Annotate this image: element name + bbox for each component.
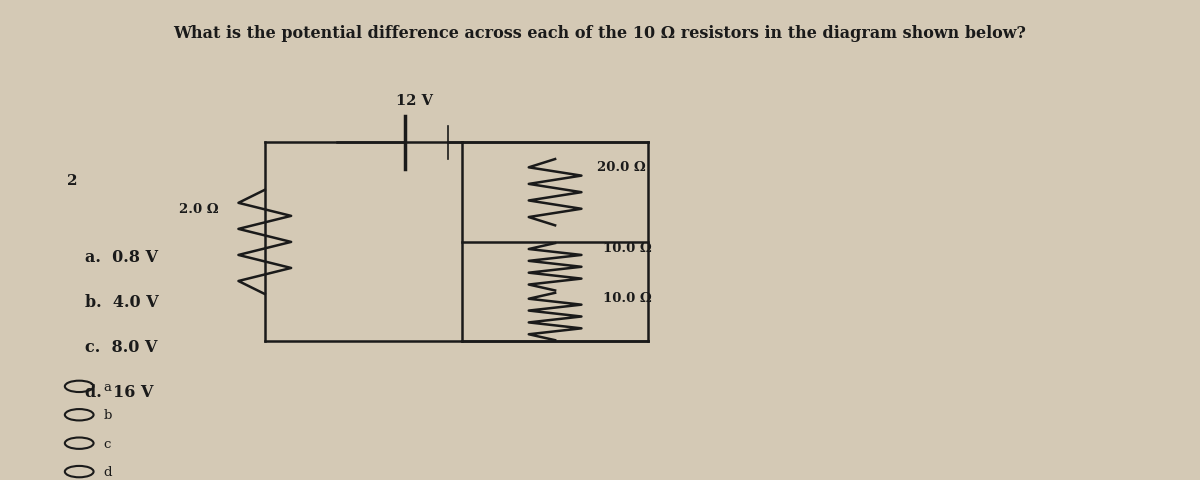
Text: b: b [103, 408, 112, 421]
Text: What is the potential difference across each of the 10 Ω resistors in the diagra: What is the potential difference across … [174, 25, 1026, 42]
Text: 2: 2 [67, 174, 78, 188]
Text: 10.0 Ω: 10.0 Ω [602, 291, 652, 304]
Text: c: c [103, 437, 110, 450]
Text: a.  0.8 V: a. 0.8 V [85, 248, 158, 265]
Text: d: d [103, 465, 112, 478]
Text: c.  8.0 V: c. 8.0 V [85, 338, 157, 355]
Text: 12 V: 12 V [396, 94, 433, 108]
Text: d.  16 V: d. 16 V [85, 383, 154, 400]
Text: b.  4.0 V: b. 4.0 V [85, 293, 158, 310]
Text: 10.0 Ω: 10.0 Ω [602, 242, 652, 255]
Text: 20.0 Ω: 20.0 Ω [596, 160, 646, 173]
Text: 2.0 Ω: 2.0 Ω [179, 203, 218, 216]
Text: a: a [103, 380, 112, 393]
